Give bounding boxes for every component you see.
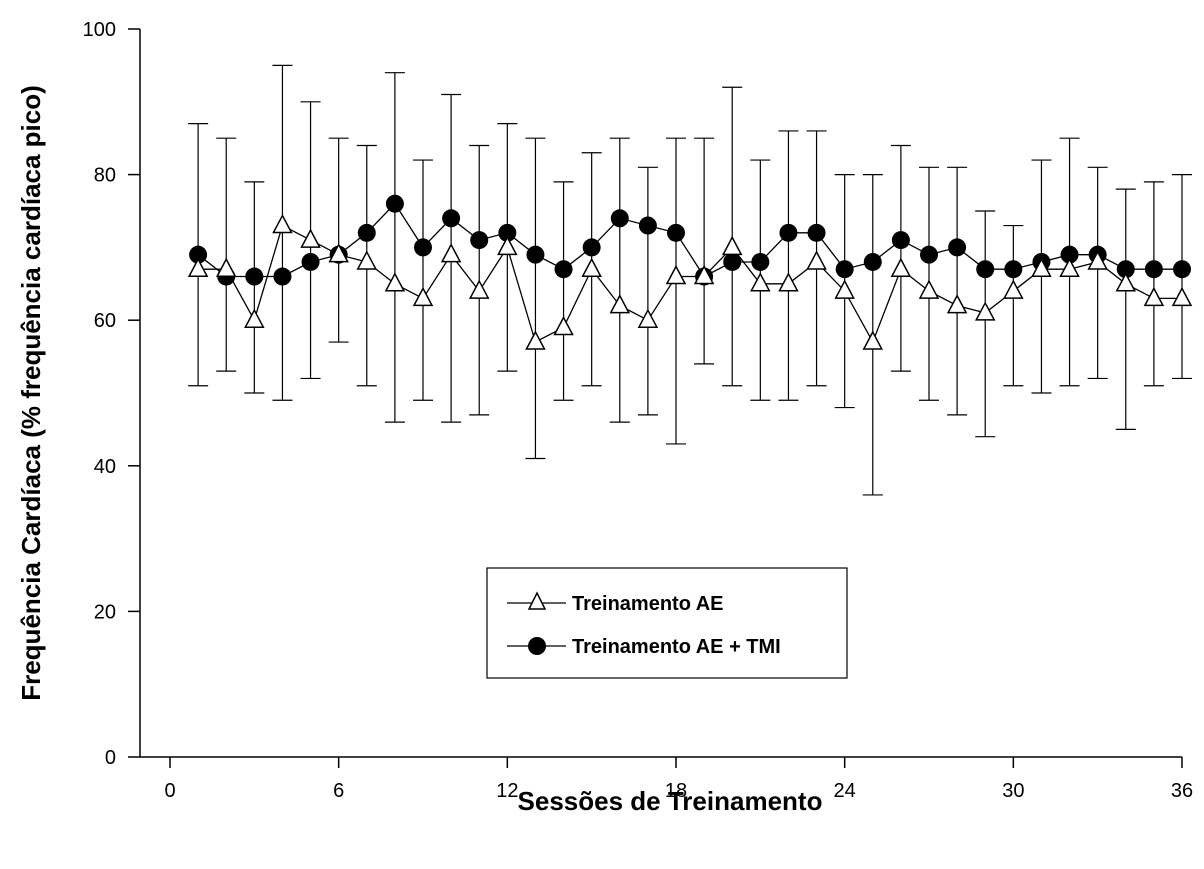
point-ae-tmi bbox=[863, 252, 882, 271]
series-line-ae bbox=[198, 224, 1182, 344]
point-ae bbox=[328, 243, 349, 263]
point-ae bbox=[356, 250, 378, 270]
y-tick-label: 40 bbox=[94, 456, 116, 478]
y-tick-label: 60 bbox=[94, 310, 116, 332]
point-ae bbox=[412, 286, 434, 307]
y-tick-label: 80 bbox=[94, 165, 116, 187]
x-tick-label: 0 bbox=[164, 780, 175, 802]
point-ae bbox=[693, 264, 715, 285]
point-ae-tmi bbox=[610, 209, 629, 228]
x-axis-title: Sessões de Treinamento bbox=[518, 786, 823, 816]
point-ae-tmi bbox=[554, 260, 573, 279]
legend-marker-ae-tmi-icon bbox=[528, 637, 546, 655]
y-tick-label: 0 bbox=[105, 747, 116, 769]
error-bars bbox=[188, 64, 1192, 496]
x-tick-label: 6 bbox=[333, 780, 344, 802]
point-ae bbox=[1087, 250, 1108, 270]
point-ae-tmi bbox=[807, 223, 826, 242]
point-ae-tmi bbox=[1173, 260, 1191, 279]
point-ae-tmi bbox=[385, 194, 404, 213]
point-ae-tmi bbox=[638, 216, 657, 235]
point-ae bbox=[468, 279, 490, 299]
point-ae-tmi bbox=[442, 209, 461, 228]
x-tick-label: 12 bbox=[496, 780, 518, 802]
x-tick-label: 36 bbox=[1171, 780, 1193, 802]
point-ae-tmi bbox=[1116, 260, 1135, 279]
point-ae bbox=[1115, 272, 1137, 292]
point-ae bbox=[609, 294, 631, 314]
point-ae-tmi bbox=[470, 231, 489, 250]
point-ae bbox=[1003, 279, 1024, 299]
point-ae-tmi bbox=[1004, 260, 1023, 279]
point-ae bbox=[665, 264, 687, 285]
series-markers bbox=[187, 194, 1193, 350]
y-tick-label: 100 bbox=[83, 19, 116, 41]
legend-marker-ae-icon bbox=[527, 591, 547, 610]
point-ae bbox=[750, 272, 771, 292]
point-ae bbox=[946, 294, 968, 314]
point-ae-tmi bbox=[498, 223, 517, 242]
point-ae bbox=[215, 257, 237, 277]
point-ae-tmi bbox=[723, 252, 742, 271]
point-ae bbox=[918, 279, 940, 299]
point-ae-tmi bbox=[414, 238, 432, 257]
point-ae-tmi bbox=[582, 238, 601, 257]
point-ae-tmi bbox=[891, 231, 910, 250]
point-ae-tmi bbox=[667, 223, 685, 242]
point-ae-tmi bbox=[357, 223, 376, 242]
point-ae bbox=[890, 257, 912, 277]
y-tick-label: 20 bbox=[94, 601, 116, 623]
point-ae-tmi bbox=[245, 267, 264, 286]
point-ae bbox=[974, 301, 996, 321]
y-axis-title: Frequência Cardíaca (% frequência cardía… bbox=[16, 85, 46, 701]
legend-box bbox=[486, 567, 848, 679]
point-ae bbox=[244, 308, 265, 328]
point-ae bbox=[862, 330, 884, 350]
point-ae-tmi bbox=[779, 223, 798, 242]
point-ae-tmi bbox=[751, 252, 770, 271]
point-ae-tmi bbox=[948, 238, 967, 257]
point-ae bbox=[637, 308, 659, 328]
point-ae-tmi bbox=[1144, 260, 1163, 279]
point-ae bbox=[440, 243, 462, 263]
point-ae-tmi bbox=[920, 245, 938, 264]
point-ae-tmi bbox=[835, 260, 854, 279]
point-ae-tmi bbox=[1060, 245, 1079, 264]
point-ae bbox=[384, 272, 406, 292]
x-tick-label: 30 bbox=[1002, 780, 1024, 802]
legend: Treinamento AE Treinamento AE + TMI bbox=[486, 567, 848, 679]
point-ae-tmi bbox=[273, 267, 292, 286]
point-ae-tmi bbox=[301, 252, 320, 271]
point-ae bbox=[1059, 257, 1080, 277]
point-ae bbox=[721, 235, 743, 256]
point-ae bbox=[806, 250, 827, 270]
x-tick-label: 18 bbox=[665, 780, 687, 802]
point-ae bbox=[553, 315, 574, 336]
point-ae bbox=[581, 257, 602, 277]
legend-label-ae-tmi: Treinamento AE + TMI bbox=[572, 636, 781, 658]
x-tick-label: 24 bbox=[834, 780, 856, 802]
point-ae-tmi bbox=[526, 245, 545, 264]
axes bbox=[128, 28, 1183, 768]
legend-label-ae: Treinamento AE bbox=[572, 593, 724, 615]
point-ae bbox=[1143, 286, 1165, 307]
point-ae bbox=[300, 228, 321, 248]
point-ae bbox=[1031, 257, 1052, 277]
point-ae bbox=[525, 330, 546, 350]
tick-labels: 0 20 40 60 80 100 0 6 12 18 24 30 36 bbox=[83, 19, 1194, 802]
point-ae bbox=[497, 235, 518, 256]
point-ae bbox=[834, 279, 855, 299]
point-ae-tmi bbox=[189, 245, 208, 264]
point-ae bbox=[187, 257, 209, 277]
point-ae bbox=[1171, 286, 1193, 307]
point-ae bbox=[778, 272, 799, 292]
point-ae bbox=[272, 213, 293, 234]
point-ae-tmi bbox=[976, 260, 995, 279]
